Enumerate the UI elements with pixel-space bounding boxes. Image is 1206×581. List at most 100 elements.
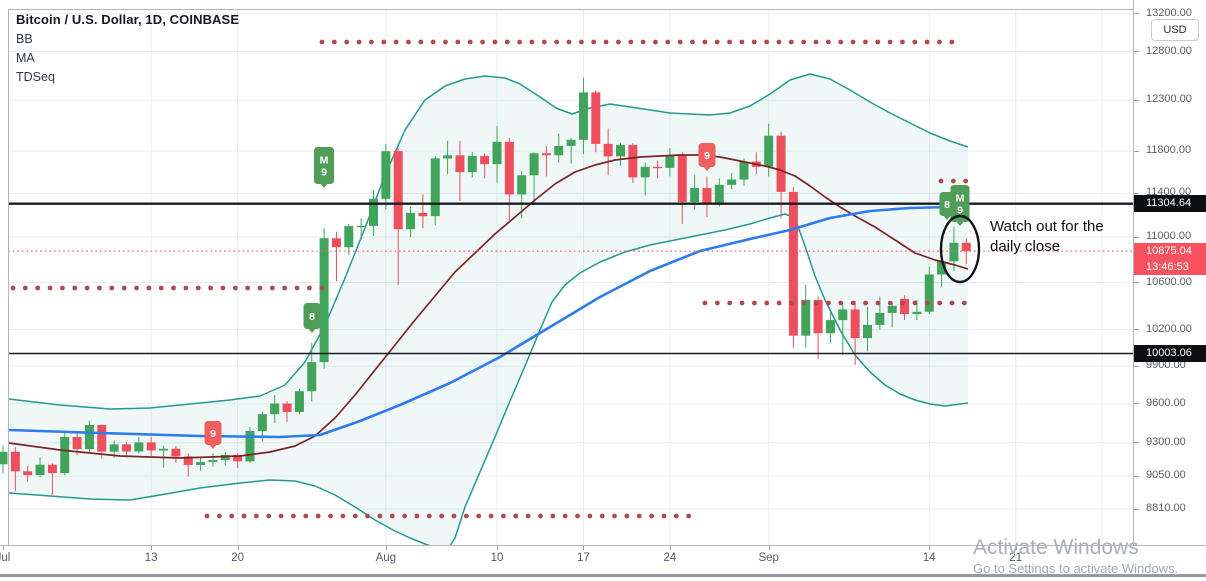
td-dot xyxy=(624,513,630,519)
candle-body xyxy=(208,460,218,463)
td-label-M9 xyxy=(950,185,970,222)
candle-body xyxy=(159,448,169,451)
price-tick-mark xyxy=(1134,51,1139,52)
candle-body xyxy=(863,324,872,339)
td-dot xyxy=(331,39,337,45)
candle-body xyxy=(776,135,786,192)
td-dot xyxy=(47,285,53,291)
price-tick-label: 11800.00 xyxy=(1146,144,1192,157)
td-dot xyxy=(788,39,794,45)
time-tick-mark xyxy=(669,546,671,550)
td-dot xyxy=(204,513,210,519)
td-dot xyxy=(344,39,350,45)
td-dot xyxy=(303,513,309,519)
td-dot xyxy=(863,39,868,45)
candle-body xyxy=(331,238,341,248)
price-tick-label: 11000.00 xyxy=(1146,230,1192,243)
td-dot xyxy=(229,513,235,519)
candle-body xyxy=(406,212,416,230)
bb-lower-band xyxy=(8,213,969,550)
candle-body xyxy=(480,155,490,165)
candle-body xyxy=(307,362,317,392)
candle-body xyxy=(924,274,934,312)
annotation-ellipse xyxy=(939,214,981,284)
candle-body xyxy=(418,212,428,217)
candle-body xyxy=(554,145,564,156)
td-dot xyxy=(665,39,671,45)
td-dot xyxy=(381,39,387,45)
td-dot xyxy=(801,300,807,306)
td-dot xyxy=(727,300,733,306)
td-dot xyxy=(467,39,473,45)
td-dot xyxy=(529,39,535,45)
price-tick-label: 12800.00 xyxy=(1146,44,1192,57)
td-dot xyxy=(739,39,745,45)
price-tick-label: 9300.00 xyxy=(1146,435,1186,448)
td-dot xyxy=(714,300,720,306)
candle-body xyxy=(603,143,613,157)
candle-body xyxy=(393,151,403,230)
currency-button[interactable]: USD xyxy=(1151,19,1199,41)
td-dot xyxy=(294,285,300,291)
td-dot xyxy=(863,300,868,306)
td-dot xyxy=(603,39,609,45)
candle-body xyxy=(196,462,206,465)
td-dot xyxy=(702,39,708,45)
td-dot xyxy=(513,513,519,519)
time-tick-mark xyxy=(1015,546,1017,550)
td-dot xyxy=(278,513,284,519)
candle-body xyxy=(381,151,391,199)
time-tick-mark xyxy=(385,546,387,550)
candle-body xyxy=(356,225,366,228)
td-dot xyxy=(690,39,695,45)
price-tick-mark xyxy=(1134,442,1139,444)
time-tick-label: 14 xyxy=(922,552,936,564)
td-dot xyxy=(171,285,176,291)
td-dot xyxy=(183,285,189,291)
activate-windows-subtext: Go to Settings to activate Windows. xyxy=(973,561,1179,576)
td-label-9 xyxy=(204,421,222,445)
td-dot xyxy=(686,513,692,519)
candle-body xyxy=(813,299,823,334)
td-dot xyxy=(924,300,930,306)
td-dot xyxy=(825,39,831,45)
td-dot xyxy=(677,39,683,45)
indicator-tdseq[interactable]: TDSeq xyxy=(16,70,55,84)
candle-body xyxy=(591,92,601,144)
td-dot xyxy=(340,513,346,519)
time-axis[interactable]: Jul 13 20 Aug 10 17 24 Sep 14 21 xyxy=(0,545,1206,575)
td-dot xyxy=(266,513,272,519)
price-tick-label: 8810.00 xyxy=(1146,502,1186,515)
price-tick-label: 13200.00 xyxy=(1146,6,1192,19)
indicator-ma[interactable]: MA xyxy=(16,51,35,65)
time-tick-label: Sep xyxy=(758,552,779,564)
td-dot xyxy=(813,300,819,306)
candle-body xyxy=(529,153,539,176)
td-dot xyxy=(789,300,794,306)
td-dot xyxy=(492,39,498,45)
candle-body xyxy=(788,191,798,336)
td-label-8 xyxy=(303,303,321,329)
candle-body xyxy=(47,464,57,474)
td-dot xyxy=(636,513,642,519)
indicator-bb[interactable]: BB xyxy=(16,32,33,46)
td-dot xyxy=(254,513,259,519)
td-dot xyxy=(216,513,222,519)
symbol-title[interactable]: Bitcoin / U.S. Dollar, 1D, COINBASE xyxy=(16,12,240,27)
candle-body xyxy=(739,161,749,180)
td-dot xyxy=(538,513,543,519)
td-dot xyxy=(525,513,531,519)
price-tick-label: 9600.00 xyxy=(1146,396,1186,409)
td-dot xyxy=(937,300,943,306)
price-ray-label: 10003.06 xyxy=(1134,345,1206,363)
candle-body xyxy=(171,448,181,457)
time-tick-mark xyxy=(768,546,770,550)
candle-body xyxy=(319,238,329,363)
td-dot xyxy=(377,513,383,519)
price-axis[interactable]: USD 13200.00 12800.00 12300.00 11800.00 1140… xyxy=(1133,0,1206,545)
candle-body xyxy=(616,144,625,157)
candle-body xyxy=(344,226,354,248)
